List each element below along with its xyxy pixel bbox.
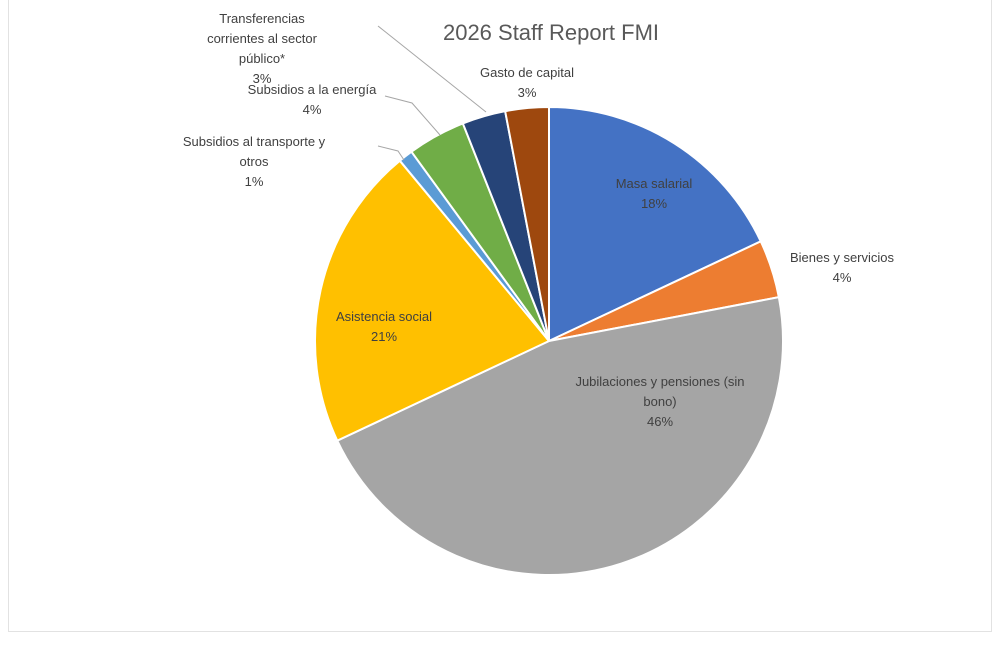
leader-line-4	[377, 145, 405, 161]
chart-title: 2026 Staff Report FMI	[443, 20, 659, 45]
slice-label-2: Jubilaciones y pensiones (sin bono) 46%	[575, 374, 744, 429]
slice-label-0: Masa salarial 18%	[616, 176, 693, 211]
leader-lines	[377, 25, 487, 161]
slice-label-4: Subsidios al transporte y otros 1%	[183, 134, 326, 189]
pie-slice-7	[503, 105, 550, 342]
pie-slices	[314, 105, 784, 576]
leader-line-5	[384, 95, 441, 136]
slice-labels: Masa salarial 18% Bienes y servicios 4% Jubi…	[183, 11, 895, 429]
pie-slice-0	[548, 105, 763, 343]
slice-label-7: Gasto de capital 3%	[480, 65, 574, 100]
pie-slice-2	[335, 295, 784, 576]
slice-label-6: Transferencias corrientes al sector públic…	[207, 11, 317, 86]
slice-label-3: Asistencia social 21%	[336, 309, 432, 344]
pie-slice-3	[314, 159, 551, 442]
slice-label-5: Subsidios a la energía 4%	[248, 82, 377, 117]
slice-label-1: Bienes y servicios 4%	[790, 250, 895, 285]
leader-line-6	[377, 25, 487, 113]
chart-frame	[8, 0, 992, 632]
